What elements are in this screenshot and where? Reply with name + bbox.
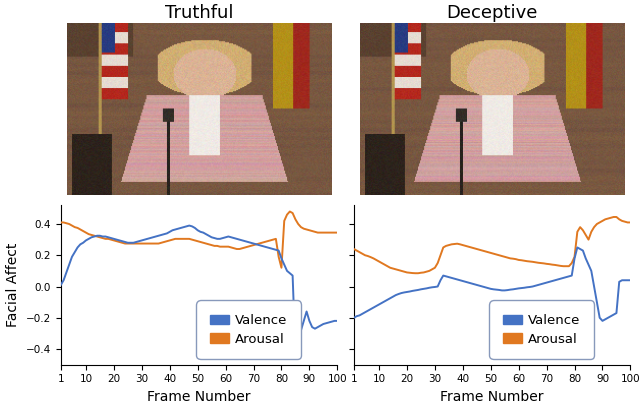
X-axis label: Frame Number: Frame Number bbox=[147, 390, 251, 404]
X-axis label: Frame Number: Frame Number bbox=[440, 390, 544, 404]
Legend: Valence, Arousal: Valence, Arousal bbox=[494, 305, 590, 355]
Title: Truthful: Truthful bbox=[165, 5, 234, 23]
Legend: Valence, Arousal: Valence, Arousal bbox=[201, 305, 297, 355]
Title: Deceptive: Deceptive bbox=[447, 5, 538, 23]
Y-axis label: Facial Affect: Facial Affect bbox=[6, 243, 20, 327]
